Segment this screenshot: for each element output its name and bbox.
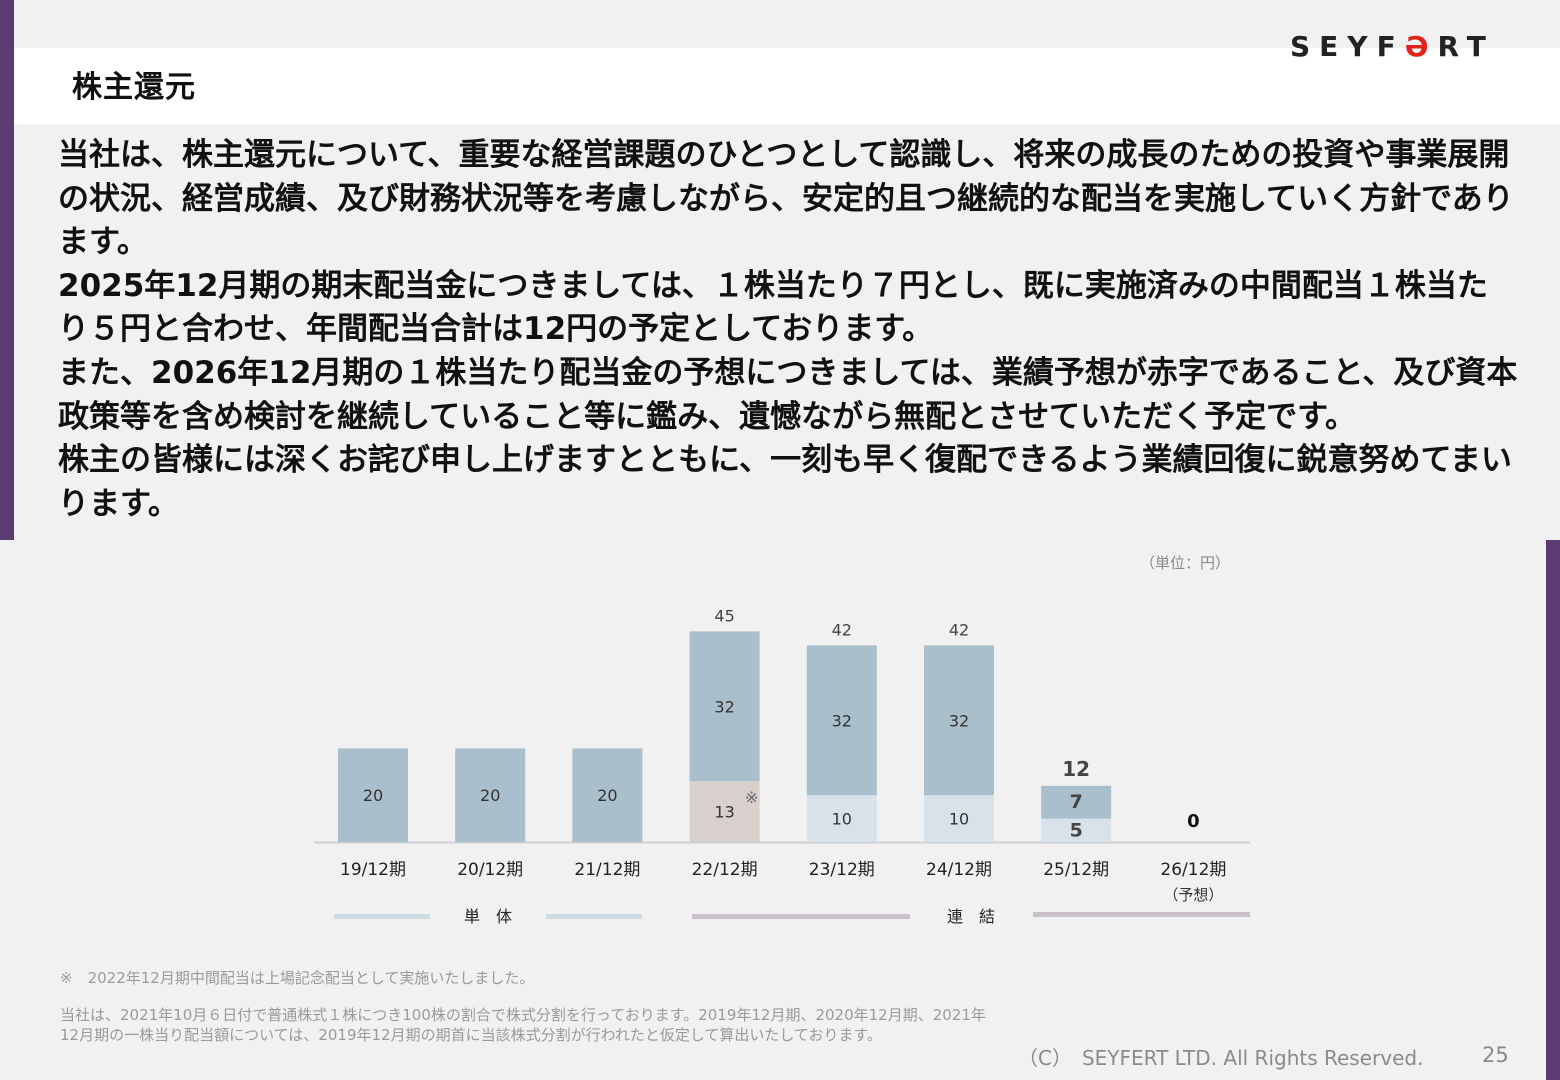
logo-accent-glyph: Ə xyxy=(1404,30,1438,63)
category-label: 26/12期 xyxy=(1160,860,1226,880)
bar-upper-segment xyxy=(924,645,994,796)
bar-lower-label: 5 xyxy=(1070,819,1083,841)
title-band xyxy=(14,48,1560,124)
category-label: 22/12期 xyxy=(692,860,758,880)
category-sublabel: （予想） xyxy=(1163,886,1223,904)
group-label: 連 結 xyxy=(947,907,995,926)
category-label: 21/12期 xyxy=(574,860,640,880)
special-mark: ※ xyxy=(745,788,758,807)
category-label: 24/12期 xyxy=(926,860,992,880)
copyright: （C） SEYFERT LTD. All Rights Reserved. xyxy=(1018,1046,1424,1070)
body-paragraph: また、2026年12月期の１株当たり配当金の予想につきましては、業績予想が赤字で… xyxy=(58,354,1518,435)
category-label: 25/12期 xyxy=(1043,860,1109,880)
bar-upper-label: 7 xyxy=(1070,791,1083,813)
body-paragraph: 2025年12月期の期末配当金につきましては、１株当たり７円とし、既に実施済みの… xyxy=(58,267,1488,348)
group-line-left xyxy=(334,914,430,919)
bar-total-label: 12 xyxy=(1062,757,1090,781)
bar-lower-segment xyxy=(689,781,760,842)
category-label: 23/12期 xyxy=(809,860,875,880)
chart-unit-label: （単位：円） xyxy=(1140,554,1231,572)
group-line-left xyxy=(692,914,910,919)
bar-upper-segment xyxy=(1041,785,1112,819)
bar-lower-label: 10 xyxy=(832,810,852,829)
bar-lower-segment xyxy=(1041,818,1112,842)
page-number: 25 xyxy=(1482,1043,1509,1067)
page-title: 株主還元 xyxy=(72,70,196,105)
group-label: 単 体 xyxy=(464,907,512,926)
body-paragraph: 株主の皆様には深くお詫び申し上げますとともに、一刻も早く復配できるよう業績回復に… xyxy=(58,442,1512,522)
dividend-bar-chart: 20 19/12期 20 20/12期 20 21/12期 13 32 45 ※ 22/12期 10 3… xyxy=(314,606,1250,926)
bar-upper-segment xyxy=(689,631,760,782)
body-paragraph: 当社は、株主還元について、重要な経営課題のひとつとして認識し、将来の成長のための… xyxy=(58,137,1514,261)
category-label: 19/12期 xyxy=(340,860,406,880)
group-line-right xyxy=(1033,912,1250,917)
footnote-commemorative-dividend: ※ 2022年12月期中間配当は上場記念配当として実施いたしました。 xyxy=(60,969,535,987)
bar-lower-segment xyxy=(924,795,994,842)
bar-upper-label: 20 xyxy=(363,786,383,805)
bar-upper-segment xyxy=(572,748,643,842)
bar-total-label: 42 xyxy=(949,620,969,639)
bar-lower-label: 10 xyxy=(949,810,969,829)
bar-upper-label: 20 xyxy=(597,786,617,805)
bar-upper-segment xyxy=(338,748,408,842)
right-accent-bar xyxy=(1546,540,1560,1080)
group-line-right xyxy=(546,914,642,919)
bar-total-label: 45 xyxy=(714,606,734,625)
bar-lower-label: 13 xyxy=(714,803,734,822)
bar-upper-label: 32 xyxy=(714,697,734,716)
left-accent-bar xyxy=(0,0,14,540)
shareholder-return-text: 当社は、株主還元について、重要な経営課題のひとつとして認識し、将来の成長のための… xyxy=(58,134,1518,526)
bar-upper-segment xyxy=(806,645,877,796)
bar-upper-label: 32 xyxy=(832,711,852,730)
seyfert-logo: SEYFƏRT xyxy=(1290,30,1495,63)
bar-upper-segment xyxy=(455,748,526,842)
bar-total-label: 42 xyxy=(832,620,852,639)
bar-upper-label: 20 xyxy=(480,786,500,805)
bar-lower-segment xyxy=(806,795,877,842)
category-label: 20/12期 xyxy=(457,860,523,880)
bar-upper-label: 32 xyxy=(949,711,969,730)
footnote-stock-split: 当社は、2021年10月６日付で普通株式１株につき100株の割合で株式分割を行っ… xyxy=(60,1006,986,1044)
bar-total-label: 0 xyxy=(1187,811,1200,832)
